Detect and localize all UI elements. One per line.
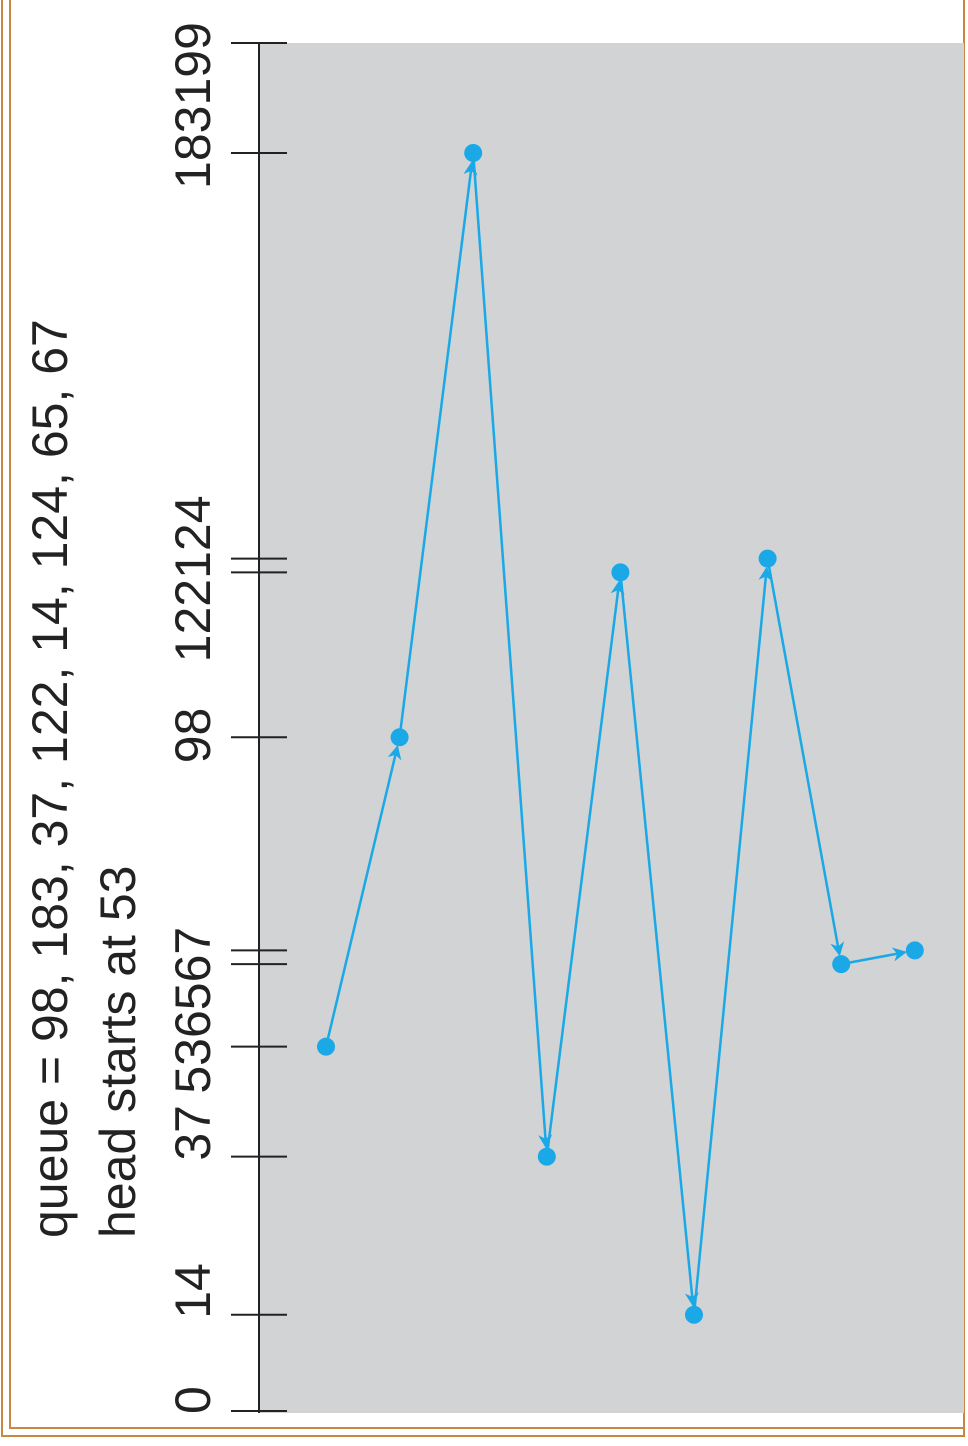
movement-segment bbox=[840, 947, 907, 966]
tick-label: 0 bbox=[165, 1386, 221, 1414]
movement-segment bbox=[398, 160, 478, 738]
request-point bbox=[685, 1305, 703, 1324]
request-point bbox=[611, 563, 630, 582]
request-point bbox=[758, 549, 777, 568]
tick-label: 183 bbox=[165, 106, 221, 189]
head-movement-path bbox=[324, 152, 907, 1315]
request-point bbox=[464, 143, 483, 162]
movement-segment bbox=[619, 572, 699, 1307]
tick-label: 14 bbox=[165, 1263, 221, 1319]
request-point bbox=[390, 728, 409, 747]
tick-label: 124 bbox=[165, 495, 221, 578]
tick-label-group: 122124 bbox=[165, 495, 221, 662]
tick-label-group: 14 bbox=[165, 1263, 221, 1319]
request-points bbox=[317, 143, 924, 1324]
movement-segment bbox=[692, 566, 773, 1315]
movement-segment bbox=[545, 580, 625, 1157]
movement-segment bbox=[471, 152, 553, 1149]
request-point bbox=[317, 1037, 335, 1056]
axis-ticks bbox=[231, 42, 287, 1412]
request-point bbox=[905, 941, 924, 960]
tick-label: 122 bbox=[165, 579, 221, 662]
axis-tick-labels: 0 14 37 536567 98 122124 183199 bbox=[165, 22, 221, 1414]
tick-label-group: 0 bbox=[165, 1386, 221, 1414]
tick-label-group: 37 bbox=[165, 1105, 221, 1161]
tick-label: 65 bbox=[165, 982, 221, 1038]
tick-label-group: 536567 bbox=[165, 927, 221, 1094]
movement-segment bbox=[766, 558, 845, 957]
tick-label: 98 bbox=[165, 708, 221, 764]
tick-label: 199 bbox=[165, 22, 221, 105]
head-start-caption: head starts at 53 bbox=[90, 866, 146, 1238]
tick-label: 67 bbox=[165, 927, 221, 983]
queue-caption: queue = 98, 183, 37, 122, 14, 124, 65, 6… bbox=[22, 319, 78, 1238]
tick-label: 53 bbox=[165, 1038, 221, 1094]
tick-label-group: 98 bbox=[165, 708, 221, 764]
tick-label: 37 bbox=[165, 1105, 221, 1161]
tick-label-group: 183199 bbox=[165, 22, 221, 189]
movement-segment bbox=[324, 745, 402, 1047]
request-point bbox=[832, 955, 851, 974]
plot-background bbox=[259, 43, 964, 1413]
request-point bbox=[537, 1147, 556, 1166]
